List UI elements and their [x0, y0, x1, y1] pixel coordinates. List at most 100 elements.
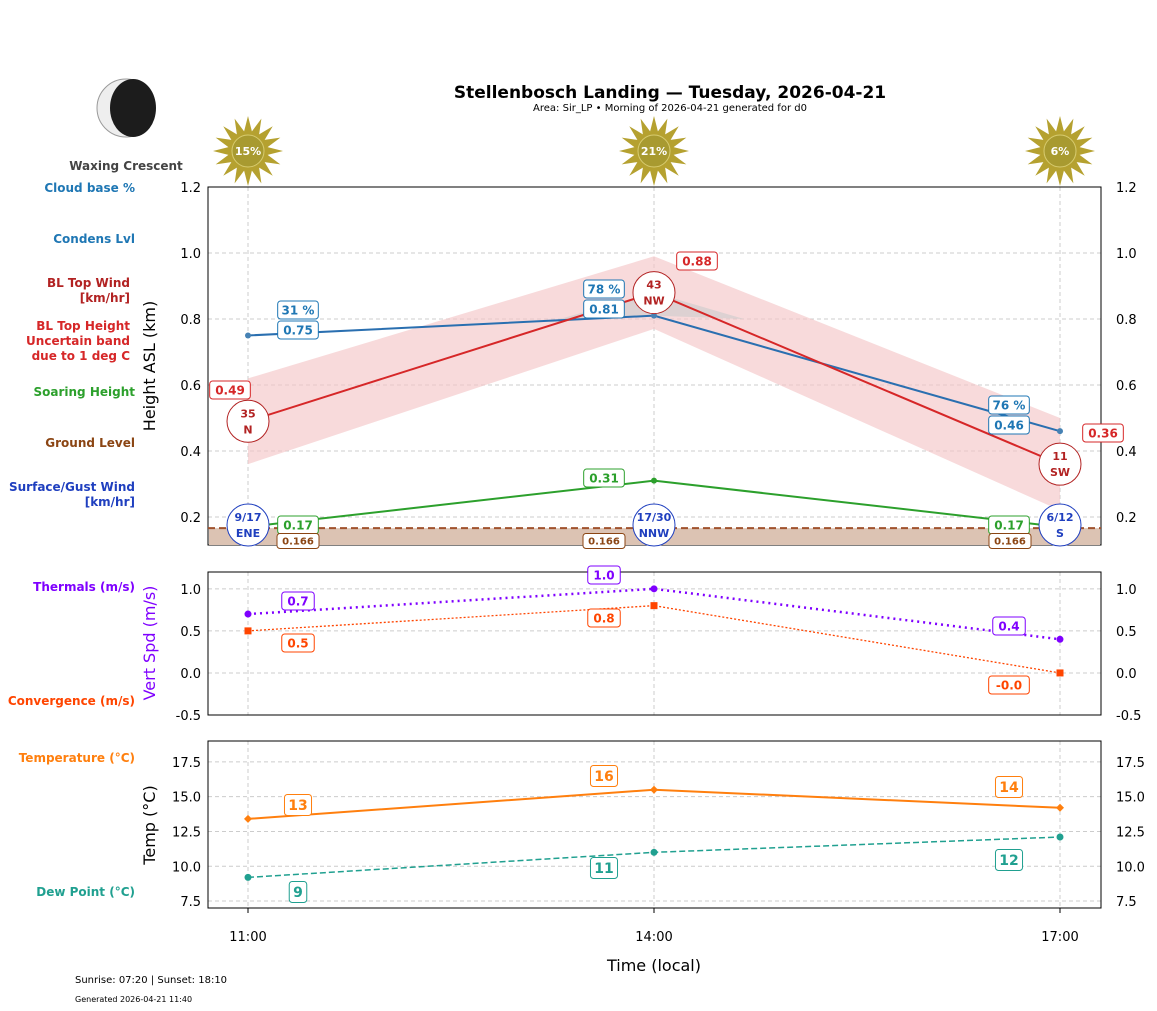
thermals-point [244, 610, 252, 618]
ground-label: 0.166 [994, 537, 1026, 548]
y-tick-right: 12.5 [1116, 825, 1145, 840]
convergence-point [244, 627, 252, 635]
condens-label-box [277, 320, 319, 340]
y-tick-right: 0.2 [1116, 511, 1137, 526]
convergence-label-box [587, 608, 621, 628]
dew-point-label-box [288, 881, 308, 903]
sun-percent: 21% [641, 145, 667, 158]
temperature-label-box [589, 765, 619, 787]
dew-point-point [650, 848, 658, 856]
ground-label-box [582, 533, 626, 549]
y-tick-left: 0.2 [180, 511, 201, 526]
condens-label: 0.46 [994, 418, 1024, 432]
legend-10: Dew Point (°C) [36, 885, 135, 899]
surface-wind-dir: NNW [639, 527, 670, 540]
surface-wind-badge [1038, 503, 1082, 547]
sun-percent: 15% [235, 145, 261, 158]
y-tick-left: 0.6 [180, 379, 201, 394]
legend-8: Convergence (m/s) [7, 694, 135, 708]
surface-wind-speed: 17/30 [637, 511, 672, 524]
bl-wind-dir: NW [643, 295, 664, 308]
sun-disc [1043, 134, 1077, 168]
y-tick-left: 1.0 [180, 247, 201, 262]
thermals-label-box [587, 565, 621, 585]
bl-top-label-box [209, 380, 251, 400]
thermals-label: 1.0 [593, 568, 614, 582]
ground-label-box [276, 533, 320, 549]
sun-disc [637, 134, 671, 168]
moon-shadow [110, 79, 156, 137]
temperature-point [244, 814, 252, 823]
soaring-label: 0.17 [994, 518, 1024, 532]
surface-wind-dir: ENE [236, 527, 260, 540]
soaring-label: 0.17 [283, 518, 313, 532]
cloud-base-pct-label-box [988, 395, 1030, 415]
convergence-point [1056, 669, 1064, 677]
dew-point-label: 9 [293, 885, 303, 901]
legend-1: Condens Lvl [53, 232, 135, 246]
y-tick-left: 0.5 [180, 625, 201, 640]
convergence-label-box [988, 675, 1030, 695]
legend-7: Thermals (m/s) [33, 580, 135, 594]
surface-wind-badge [226, 503, 270, 547]
ground-label-box [988, 533, 1032, 549]
bl-wind-badge [226, 399, 270, 443]
cloud-base-pct-label: 78 % [588, 282, 621, 296]
condens-point [651, 312, 657, 319]
thermals-label: 0.7 [287, 594, 308, 608]
dew-point-point [244, 873, 252, 881]
convergence-line [247, 604, 1061, 674]
y-tick-right: 15.0 [1116, 791, 1145, 806]
dew-point-point [1056, 833, 1064, 841]
cloud-base-pct-label-box [583, 279, 625, 299]
y-tick-right: 17.5 [1116, 756, 1145, 771]
temperature-label: 14 [999, 780, 1019, 796]
surface-wind-speed: 6/12 [1047, 511, 1074, 524]
y-tick-left: 17.5 [172, 756, 201, 771]
soaring-point [651, 477, 657, 484]
legend-6: Surface/Gust Wind [km/hr] [9, 480, 135, 509]
condens-label-box [583, 299, 625, 319]
y-tick-left: 10.0 [172, 860, 201, 875]
x-tick-label: 11:00 [229, 930, 266, 945]
bl-wind-dir: N [243, 423, 252, 436]
y-tick-right: 0.6 [1116, 379, 1137, 394]
bl-wind-speed: 11 [1052, 450, 1067, 463]
condens-label-box [988, 415, 1030, 435]
y-tick-left: 7.5 [180, 895, 201, 910]
y-tick-left: 0.4 [180, 445, 201, 460]
soaring-label: 0.31 [589, 471, 619, 485]
surface-wind-speed: 9/17 [235, 511, 262, 524]
legend-0: Cloud base % [44, 181, 135, 195]
y-tick-left: 1.0 [180, 583, 201, 598]
bl-wind-speed: 43 [646, 279, 661, 292]
x-tick-label: 17:00 [1041, 930, 1078, 945]
sun-percent: 6% [1051, 145, 1070, 158]
y-tick-left: -0.5 [176, 709, 201, 724]
y-tick-left: 15.0 [172, 791, 201, 806]
y-tick-right: 1.0 [1116, 247, 1137, 262]
condens-point [245, 332, 251, 339]
cloud-base-pct-label: 31 % [282, 303, 315, 317]
chart-title: Stellenbosch Landing — Tuesday, 2026-04-… [453, 83, 887, 103]
y-axis-label: Height ASL (km) [140, 301, 159, 431]
temperature-label-box [283, 794, 313, 816]
condens-label: 0.75 [283, 323, 313, 337]
x-tick-label: 14:00 [635, 930, 672, 945]
convergence-point [650, 602, 658, 610]
cloud-base-pct-label: 76 % [993, 398, 1026, 412]
chart-subtitle: Area: Sir_LP • Morning of 2026-04-21 gen… [533, 103, 807, 114]
thermals-label: 0.4 [998, 619, 1019, 633]
bl-wind-dir: SW [1050, 466, 1070, 479]
surface-wind-dir: S [1056, 527, 1064, 540]
soaring-label-box [583, 468, 625, 488]
dew-point-label-box [589, 857, 619, 879]
y-tick-left: 0.0 [180, 667, 201, 682]
condens-label: 0.81 [589, 302, 619, 316]
y-tick-left: 12.5 [172, 825, 201, 840]
bl-top-label: 0.49 [215, 383, 245, 397]
panel-frame [207, 571, 1102, 716]
legend-9: Temperature (°C) [18, 751, 135, 765]
